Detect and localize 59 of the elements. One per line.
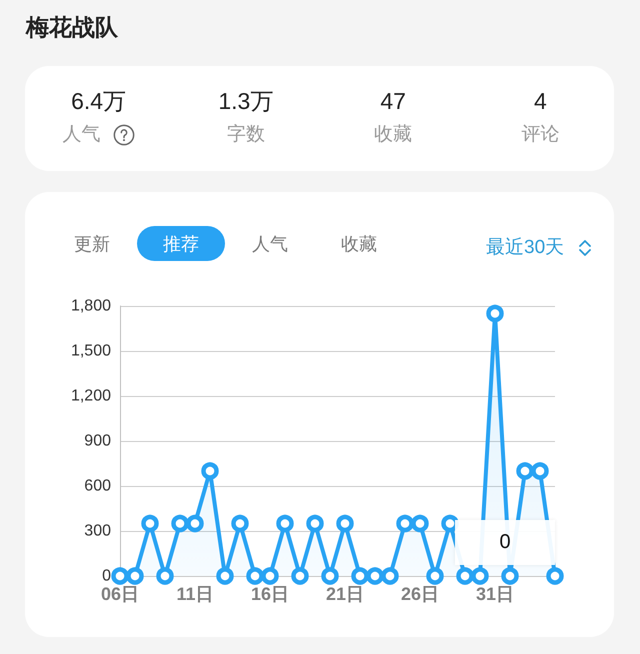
point <box>156 567 174 585</box>
point <box>186 514 204 532</box>
point <box>261 567 279 585</box>
point <box>231 514 249 532</box>
point <box>291 567 309 585</box>
point <box>111 567 129 585</box>
text: 收藏 <box>374 123 412 147</box>
x-tick-label: 21日 <box>326 584 364 604</box>
point <box>471 567 489 585</box>
y-tick-label: 1,200 <box>70 388 112 404</box>
text: 人气 <box>62 123 101 147</box>
y-tick-label: 1,800 <box>70 298 112 314</box>
point <box>501 567 519 585</box>
point <box>381 567 399 585</box>
text: 评论 <box>521 123 560 147</box>
text: 6.4万 <box>71 87 126 116</box>
y-tick-label: 600 <box>84 478 112 494</box>
annotation: 0 <box>499 531 511 554</box>
point <box>126 567 144 585</box>
point <box>321 567 339 585</box>
x-tick-label: 26日 <box>400 584 440 604</box>
point <box>216 567 234 585</box>
text: 收藏 <box>341 232 377 256</box>
y-tick-label: 1,500 <box>70 342 112 360</box>
point <box>486 304 504 322</box>
point <box>366 567 384 585</box>
point <box>171 514 189 532</box>
point <box>426 567 444 585</box>
point <box>546 567 564 585</box>
point <box>351 567 369 585</box>
point <box>456 567 474 585</box>
point <box>201 462 219 480</box>
chart-subtitle: 最近30天 <box>486 236 564 260</box>
point <box>276 514 294 532</box>
point <box>531 462 549 480</box>
y-tick-label: 0 <box>102 568 112 584</box>
text: 梅花战队 <box>26 13 118 42</box>
y-tick-label: 300 <box>84 522 112 540</box>
text: 字数 <box>226 123 265 147</box>
y-tick-label: 900 <box>84 432 112 450</box>
x-tick-label: 31日 <box>476 584 514 604</box>
tooltip-box: 0 <box>455 520 555 565</box>
point <box>306 514 324 532</box>
text: 4 <box>534 87 547 116</box>
text: 人气 <box>252 232 288 256</box>
point <box>246 567 264 585</box>
x-tick-label: 06日 <box>100 584 140 604</box>
x-tick-label: 16日 <box>250 584 290 604</box>
text: 推荐 <box>163 232 199 256</box>
point <box>411 514 429 532</box>
point <box>396 514 414 532</box>
text: 1.3万 <box>218 87 274 116</box>
text: 47 <box>380 87 406 116</box>
point <box>141 514 159 532</box>
point <box>441 514 459 532</box>
point <box>336 514 354 532</box>
point <box>516 462 534 480</box>
x-tick-label: 11日 <box>176 584 214 604</box>
text: 更新 <box>74 232 110 256</box>
